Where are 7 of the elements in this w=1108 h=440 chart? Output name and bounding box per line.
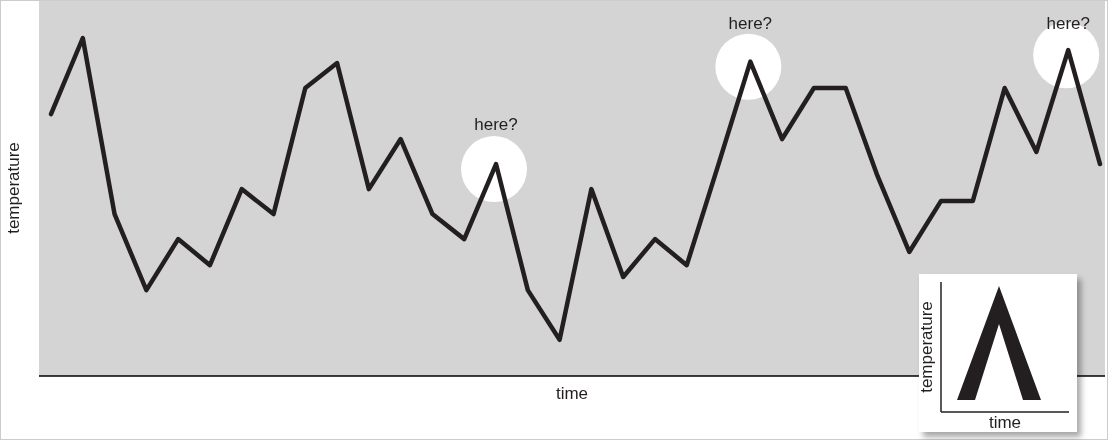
annotation: here? [1046,14,1090,33]
annotation: here? [728,14,773,33]
x-axis-title: time [555,384,589,403]
peak-icon: temperature time [919,274,1077,432]
y-axis-title: temperature [917,301,936,393]
text: temperature [4,142,23,234]
annotation: here? [474,115,518,135]
